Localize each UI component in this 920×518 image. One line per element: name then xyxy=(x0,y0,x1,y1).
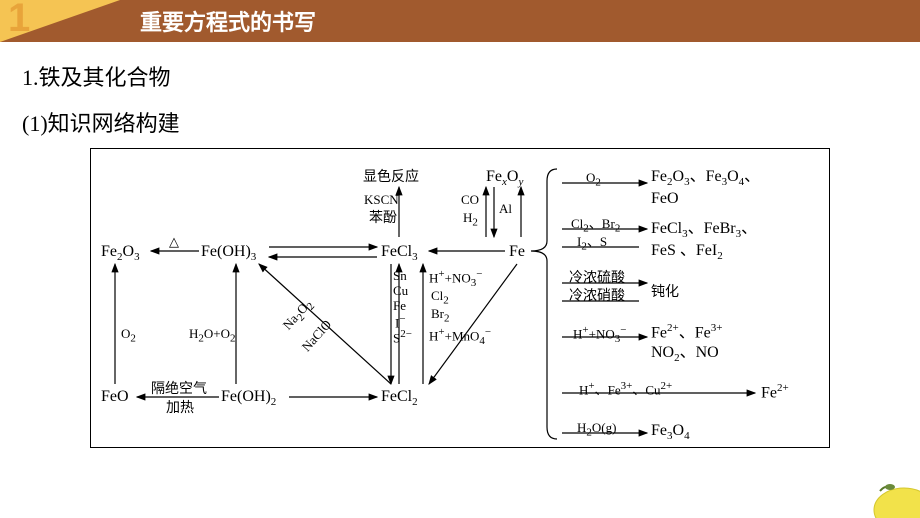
edge-label-28: H2O(g) xyxy=(577,421,616,439)
edge-label-1: KSCN xyxy=(364,193,399,206)
node-fexoyl: FexOy xyxy=(486,169,523,188)
edge-label-6: O2 xyxy=(121,327,136,345)
edge-label-22: Cl2、Br2 xyxy=(571,217,620,235)
edge-label-20: H++MnO4− xyxy=(429,327,491,347)
edge-label-21: O2 xyxy=(586,171,601,189)
edge-label-5: Al xyxy=(499,202,512,215)
node-r1a: Fe2O3、Fe3O4、 xyxy=(651,169,760,188)
edge-label-14: Fe xyxy=(393,299,406,312)
node-feoh3: Fe(OH)3 xyxy=(201,244,256,263)
node-r5: Fe2+ xyxy=(761,383,789,401)
edge-label-17: H++NO3− xyxy=(429,269,482,289)
node-r1b: FeO xyxy=(651,191,679,207)
node-r4a: Fe2+、Fe3+ xyxy=(651,323,722,341)
lemon-decoration xyxy=(860,476,920,518)
node-feo_l: FeO xyxy=(101,389,129,405)
section-number: 1 xyxy=(8,0,30,41)
node-disp: 显色反应 xyxy=(363,169,419,185)
header-title: 重要方程式的书写 xyxy=(140,5,316,37)
subheading-1: 1.铁及其化合物 xyxy=(22,60,898,92)
edge-label-16: S2− xyxy=(393,329,412,344)
node-feoh2: Fe(OH)2 xyxy=(221,389,276,408)
edge-label-7: H2O+O2 xyxy=(189,327,236,345)
node-fecl3: FeCl3 xyxy=(381,244,418,263)
edge-label-25: 冷浓硝酸 xyxy=(569,289,625,304)
slide-body: 1.铁及其化合物 (1)知识网络构建 Fe2O3Fe(OH)3FeCl3FeFe… xyxy=(0,42,920,448)
edge-label-26: H++NO3− xyxy=(573,325,626,345)
edge-label-4: H2 xyxy=(463,211,478,229)
edge-label-27: H+、Fe3+、Cu2+ xyxy=(579,381,672,396)
edge-label-0: △ xyxy=(169,235,179,248)
edge-label-13: Cu xyxy=(393,284,408,297)
slide-header: 1 重要方程式的书写 xyxy=(0,0,920,42)
edge-label-18: Cl2 xyxy=(431,289,449,307)
edge-label-24: 冷浓硫酸 xyxy=(569,271,625,286)
edge-label-3: CO xyxy=(461,193,479,206)
node-r6: Fe3O4 xyxy=(651,423,690,442)
node-r4b: NO2、NO xyxy=(651,345,719,364)
edge-label-23: I2、S xyxy=(577,235,607,253)
node-fecl2: FeCl2 xyxy=(381,389,418,408)
node-fe: Fe xyxy=(509,244,525,260)
subheading-2: (1)知识网络构建 xyxy=(22,106,898,138)
node-r2a: FeCl3、FeBr3、 xyxy=(651,221,757,240)
node-r3: 钝化 xyxy=(651,281,679,300)
edge-label-2: 苯酚 xyxy=(369,211,397,226)
edge-label-8: 隔绝空气 xyxy=(151,382,207,397)
edge-label-12: Sn xyxy=(393,269,407,282)
edge-label-19: Br2 xyxy=(431,307,450,325)
reaction-network-diagram: Fe2O3 Fe(OH)3 FeCl3 Fe FexOy 显色反应 FeO Fe(OH)2 Fe… xyxy=(90,148,830,448)
node-fe2o3_l: Fe2O3 xyxy=(101,244,140,263)
edge-label-9: 加热 xyxy=(166,401,194,416)
node-r2b: FeS 、FeI2 xyxy=(651,243,723,262)
